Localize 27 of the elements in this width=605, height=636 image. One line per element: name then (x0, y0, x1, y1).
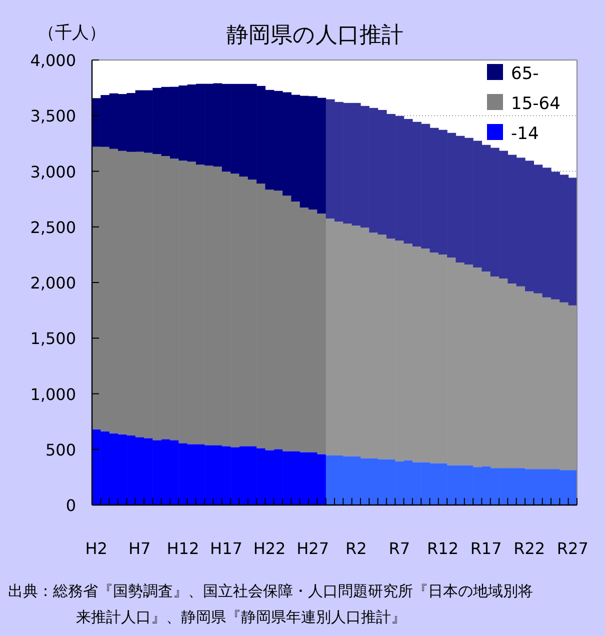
x-tick-label: R27 (556, 539, 588, 558)
x-tick-label: R2 (346, 539, 367, 558)
y-tick-label: 0 (66, 496, 76, 515)
x-tick-label: H27 (296, 539, 330, 558)
y-tick-label: 4,000 (30, 51, 76, 70)
x-tick-label: R22 (514, 539, 546, 558)
x-tick-label: H7 (128, 539, 151, 558)
y-tick-label: 2,500 (30, 218, 76, 237)
legend-label: -14 (511, 124, 539, 144)
y-tick-label: 3,500 (30, 106, 76, 126)
legend-label: 15-64 (511, 94, 560, 114)
x-tick-label: H22 (253, 539, 286, 558)
x-tick-label: R7 (388, 539, 410, 558)
x-tick-label: R17 (470, 539, 502, 558)
chart-title: 静岡県の人口推計 (226, 23, 404, 48)
y-axis-title: （千人） (38, 23, 106, 43)
y-tick-label: 1,500 (30, 329, 76, 348)
y-tick-label: 1,000 (30, 384, 76, 404)
y-tick-label: 500 (45, 440, 76, 460)
source-note: 出典：総務省『国勢調査』、国立社会保障・人口問題研究所『日本の地域別将来推計人口』、静岡県『静岡県年連別人口推計』 (8, 581, 534, 628)
y-tick-label: 3,000 (30, 162, 76, 182)
x-tick-label: H2 (85, 539, 108, 558)
x-tick-label: H17 (210, 539, 242, 558)
x-tick-label: R12 (427, 539, 458, 558)
legend-label: 65- (511, 64, 539, 84)
x-tick-label: H12 (166, 539, 200, 558)
y-tick-label: 2,000 (30, 274, 76, 292)
